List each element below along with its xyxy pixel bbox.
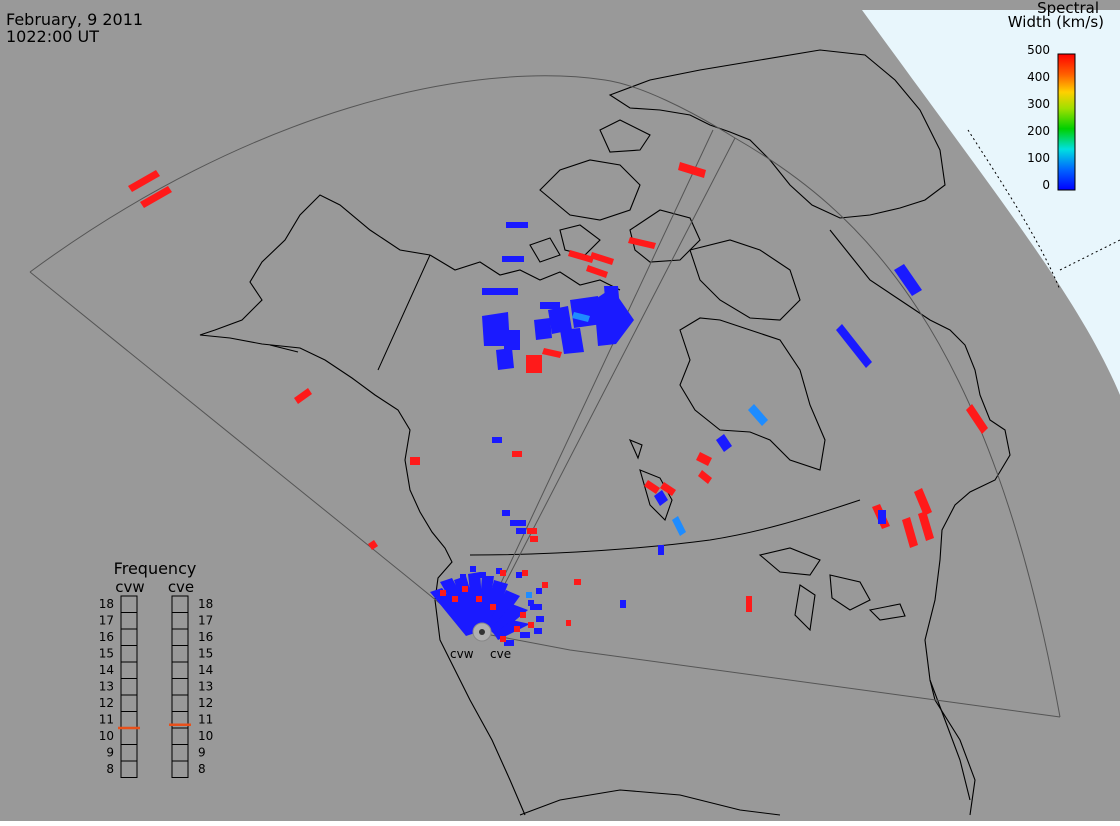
frequency-scale-label: 8 (106, 762, 114, 776)
frequency-scale-label: 8 (198, 762, 206, 776)
frequency-scale-label: 11 (99, 713, 114, 727)
frequency-scale-label: 18 (99, 597, 114, 611)
colorbar-tick: 300 (1027, 97, 1050, 111)
frequency-scale-label: 10 (198, 729, 213, 743)
colorbar-tick: 0 (1042, 178, 1050, 192)
frequency-cvw-label: cvw (115, 578, 144, 596)
coastlines (199, 49, 1011, 816)
frequency-scale-label: 13 (99, 680, 114, 694)
frequency-scale-label: 9 (106, 746, 114, 760)
frequency-scale-label: 13 (198, 680, 213, 694)
radar-echoes (128, 162, 988, 646)
echoes-low-width (482, 222, 922, 608)
echoes-mid-width (526, 312, 768, 598)
political-boundaries (377, 254, 861, 556)
colorbar-gradient (1057, 53, 1076, 191)
frequency-scale-label: 18 (198, 597, 213, 611)
date-label: February, 9 2011 (6, 10, 143, 29)
colorbar-tick: 500 (1027, 43, 1050, 57)
colorbar-tick: 100 (1027, 151, 1050, 165)
time-label: 1022:00 UT (6, 27, 99, 46)
radar-label-east: cve (490, 647, 511, 661)
echoes-near-radar-red (440, 570, 548, 642)
frequency-scale-label: 12 (99, 696, 114, 710)
spectral-width-colorbar: Spectral Width (km/s) 500 400 300 200 10… (1008, 0, 1104, 192)
echoes-near-radar (430, 566, 544, 646)
frequency-scale-label: 11 (198, 713, 213, 727)
radar-label-west: cvw (450, 647, 474, 661)
frequency-scale-label: 15 (198, 647, 213, 661)
frequency-scale-label: 17 (99, 614, 114, 628)
frequency-scale-label: 16 (198, 630, 213, 644)
frequency-scale-label: 14 (99, 663, 114, 677)
colorbar-tick: 200 (1027, 124, 1050, 138)
radar-site-center (479, 629, 485, 635)
frequency-scale-label: 9 (198, 746, 206, 760)
frequency-panel: Frequency cvw cve 18 17 16 15 14 13 12 11 10 9 8 1… (99, 559, 213, 778)
echoes-high-width (128, 162, 988, 626)
frequency-scale-label: 10 (99, 729, 114, 743)
frequency-scale-label: 16 (99, 630, 114, 644)
terminator-dotted-line-2 (1059, 239, 1120, 271)
colorbar-title-line1: Spectral (1037, 0, 1099, 17)
frequency-cve-cell (171, 760, 189, 778)
colorbar-tick: 400 (1027, 70, 1050, 84)
terminator-dotted-line (967, 129, 1061, 291)
frequency-scale-label: 12 (198, 696, 213, 710)
night-region (862, 10, 1120, 395)
frequency-cvw-cell (120, 760, 138, 778)
frequency-scale-label: 14 (198, 663, 213, 677)
frequency-scale-label: 17 (198, 614, 213, 628)
frequency-cve-label: cve (168, 578, 194, 596)
colorbar-title-line2: Width (km/s) (1008, 13, 1104, 31)
frequency-scale-label: 15 (99, 647, 114, 661)
frequency-title: Frequency (114, 559, 197, 578)
